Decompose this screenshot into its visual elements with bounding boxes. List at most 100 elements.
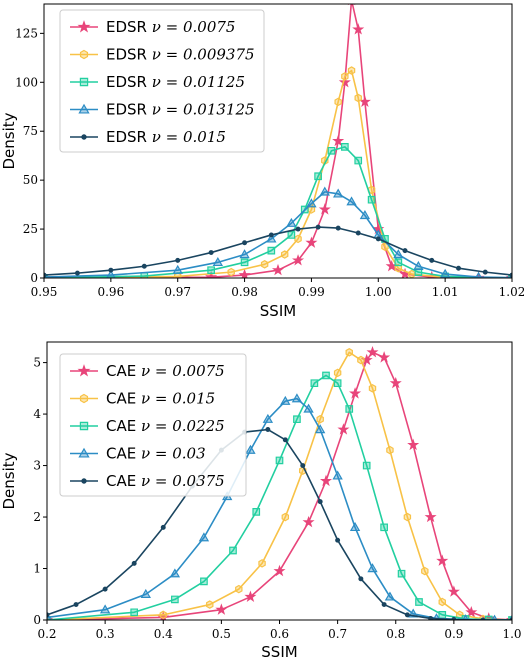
series-line xyxy=(44,4,512,278)
data-point xyxy=(332,134,345,147)
data-point xyxy=(484,615,493,620)
series-line xyxy=(44,69,512,278)
data-point xyxy=(465,605,478,618)
data-point xyxy=(99,604,111,614)
data-point xyxy=(378,351,391,363)
x-tick-label: 0.5 xyxy=(212,627,231,641)
chart-panel-1: 0.95 0.96 0.97 0.98 0.99 1.00 1.01 1.02 0 25 50 75 1… xyxy=(0,3,524,320)
data-point xyxy=(238,268,251,278)
legend-marker xyxy=(78,447,90,458)
x-tick-label: 0.96 xyxy=(97,285,124,299)
data-point xyxy=(305,236,318,248)
data-point xyxy=(171,595,179,604)
x-tick-label: 0.2 xyxy=(37,627,56,641)
series-5 xyxy=(47,427,512,620)
y-tick-label: 4 xyxy=(33,407,41,421)
data-point xyxy=(245,444,256,454)
data-point xyxy=(300,463,306,469)
series-line xyxy=(44,191,512,278)
data-point xyxy=(386,445,394,455)
legend-label: EDSR ν = 0.0075 xyxy=(106,18,235,36)
data-point xyxy=(333,379,342,388)
data-point xyxy=(317,499,323,505)
data-point xyxy=(160,524,166,530)
legend-marker xyxy=(77,20,91,33)
legend-label: CAE ν = 0.0375 xyxy=(106,472,225,490)
data-point xyxy=(349,387,362,399)
legend-marker xyxy=(81,134,87,140)
data-point xyxy=(159,610,167,620)
data-point xyxy=(206,600,214,609)
data-point xyxy=(341,143,349,151)
legend-label: CAE ν = 0.0225 xyxy=(106,417,225,435)
data-point xyxy=(207,266,215,275)
data-point xyxy=(397,569,406,578)
data-point xyxy=(310,379,319,388)
series-line xyxy=(47,351,512,620)
y-tick-label: 2 xyxy=(33,510,41,524)
data-point xyxy=(332,188,344,198)
data-point xyxy=(260,260,269,269)
data-point xyxy=(375,236,381,242)
data-point xyxy=(281,512,290,522)
x-tick-label: 0.6 xyxy=(270,627,289,641)
x-tick-label: 1.0 xyxy=(502,627,521,641)
data-point xyxy=(131,560,137,566)
x-tick-label: 0.99 xyxy=(298,285,325,299)
y-tick-label: 3 xyxy=(33,459,41,473)
legend-label: CAE ν = 0.03 xyxy=(106,445,206,463)
data-point xyxy=(402,248,408,254)
data-point xyxy=(108,267,114,273)
data-point xyxy=(175,257,181,263)
x-tick-label: 0.98 xyxy=(231,285,258,299)
series-3 xyxy=(44,143,512,278)
legend-box xyxy=(59,9,265,153)
data-point xyxy=(347,4,356,6)
data-point xyxy=(362,461,371,470)
data-point xyxy=(212,256,224,267)
data-point xyxy=(280,395,291,405)
data-point xyxy=(280,250,289,259)
legend-item: CAE ν = 0.015 xyxy=(70,390,215,408)
data-point xyxy=(327,146,336,155)
data-point xyxy=(205,270,218,278)
data-point xyxy=(394,263,403,273)
data-point xyxy=(242,240,248,246)
data-point xyxy=(258,559,266,568)
x-tick-label: 1.01 xyxy=(432,285,459,299)
data-point xyxy=(172,264,183,274)
data-point xyxy=(456,265,461,271)
data-point xyxy=(367,563,378,573)
data-point xyxy=(240,258,249,267)
series-3 xyxy=(47,371,512,620)
data-point xyxy=(314,172,322,181)
data-point xyxy=(358,95,371,107)
y-tick-label: 100 xyxy=(15,75,38,89)
data-point xyxy=(235,584,243,594)
x-tick-label: 0.8 xyxy=(386,627,405,641)
legend-marker xyxy=(77,364,91,377)
legend-item: EDSR ν = 0.0075 xyxy=(70,18,235,36)
legend-marker xyxy=(79,393,89,404)
plot-area xyxy=(47,345,512,620)
data-point xyxy=(451,617,457,620)
data-point xyxy=(345,348,353,357)
data-point xyxy=(436,554,449,566)
data-point xyxy=(239,249,250,259)
data-point xyxy=(352,23,365,35)
data-point xyxy=(293,415,301,424)
data-point xyxy=(439,268,451,278)
data-point xyxy=(215,603,228,615)
legend-item: EDSR ν = 0.01125 xyxy=(70,73,245,91)
data-point xyxy=(73,602,79,608)
series-line xyxy=(44,146,512,278)
data-point xyxy=(355,230,361,236)
y-tick-label: 0 xyxy=(30,271,38,285)
y-tick-label: 0 xyxy=(33,613,41,627)
legend-marker xyxy=(79,49,89,60)
data-point xyxy=(227,267,235,277)
data-point xyxy=(415,598,423,606)
y-tick-label: 1 xyxy=(33,562,41,576)
legend-marker xyxy=(79,77,89,87)
data-point xyxy=(347,66,356,75)
